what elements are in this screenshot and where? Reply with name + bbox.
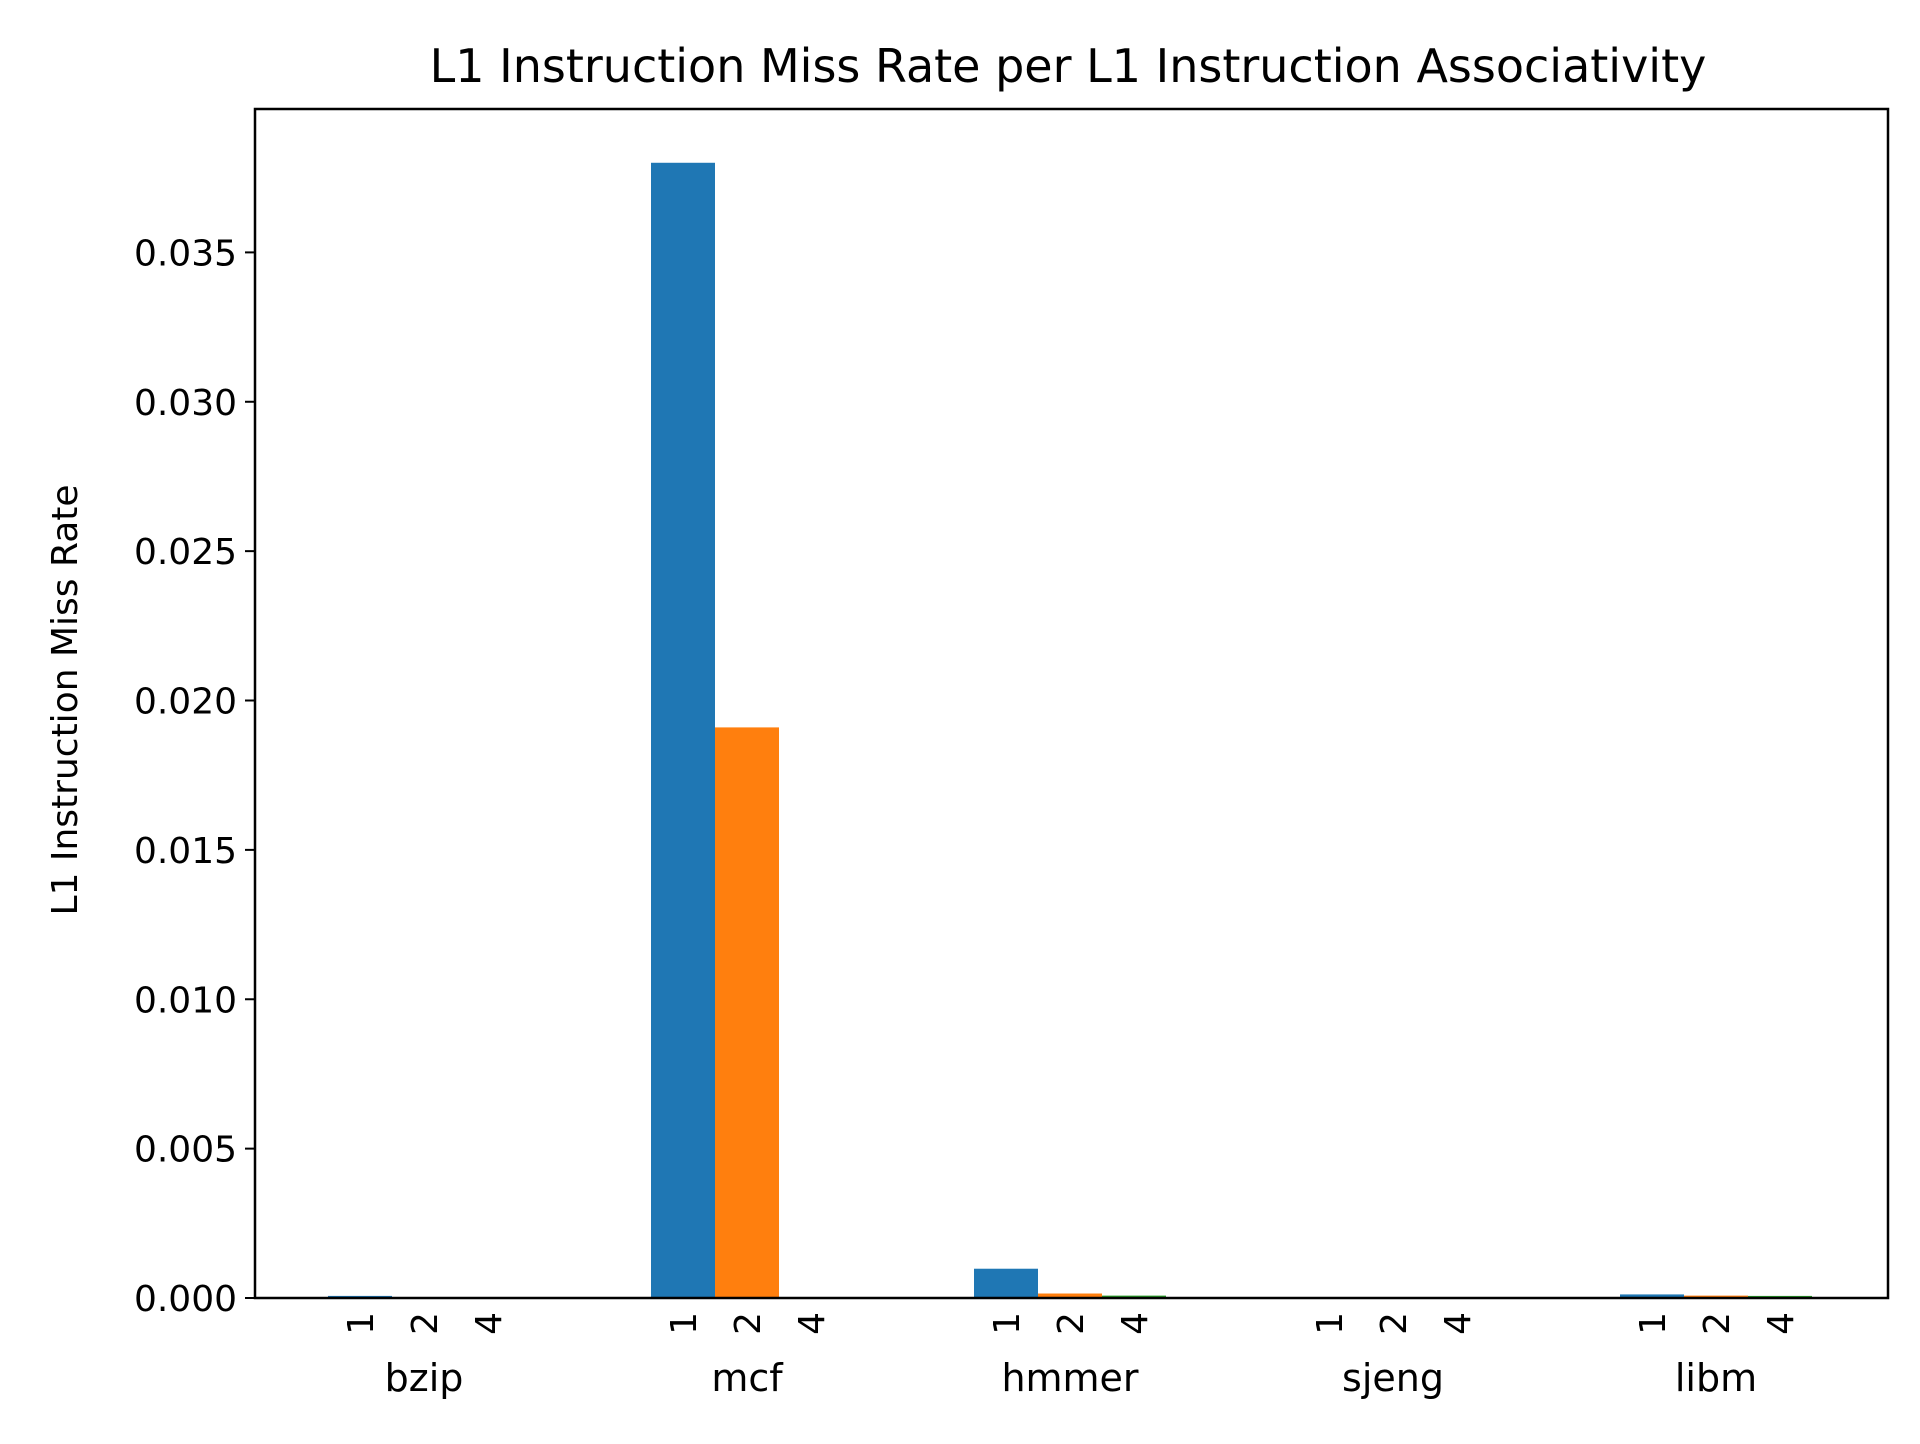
- x-tick-label: 1: [987, 1312, 1028, 1335]
- x-tick-label: 4: [792, 1312, 833, 1335]
- y-axis-label: L1 Instruction Miss Rate: [45, 484, 86, 915]
- plot-area-frame: [253, 107, 1890, 1300]
- bar-mcf-1: [651, 162, 715, 1298]
- category-label: mcf: [711, 1356, 784, 1400]
- x-tick-label: 1: [341, 1312, 382, 1335]
- y-tick-label: 0.005: [134, 1130, 237, 1171]
- category-label: hmmer: [1001, 1356, 1138, 1400]
- x-tick-label: 4: [1438, 1312, 1479, 1335]
- category-label: sjeng: [1342, 1356, 1444, 1400]
- y-tick-label: 0.035: [134, 233, 237, 274]
- x-tick-label: 4: [469, 1312, 510, 1335]
- y-tick-label: 0.015: [134, 831, 237, 872]
- x-tick-label: 2: [1374, 1312, 1415, 1335]
- x-tick-label: 2: [1051, 1312, 1092, 1335]
- x-tick-label: 2: [728, 1312, 769, 1335]
- bar-hmmer-2: [1038, 1293, 1102, 1298]
- category-label: bzip: [385, 1356, 464, 1400]
- y-tick-label: 0.000: [134, 1279, 237, 1320]
- y-tick-label: 0.030: [134, 383, 237, 424]
- bar-libm-1: [1620, 1294, 1684, 1298]
- category-label: libm: [1675, 1356, 1757, 1400]
- bar-hmmer-1: [974, 1268, 1038, 1298]
- y-axis: 0.000 0.005 0.010 0.015 0.020 0.025 0.030 0.035: [134, 233, 255, 1320]
- y-tick-label: 0.010: [134, 980, 237, 1021]
- x-tick-label: 2: [405, 1312, 446, 1335]
- y-tick-label: 0.025: [134, 532, 237, 573]
- x-tick-label: 4: [1761, 1312, 1802, 1335]
- x-tick-label: 1: [1310, 1312, 1351, 1335]
- x-tick-label: 2: [1697, 1312, 1738, 1335]
- bars-layer: [328, 162, 1812, 1298]
- y-tick-label: 0.020: [134, 682, 237, 723]
- x-tick-label: 1: [1633, 1312, 1674, 1335]
- x-tick-label: 4: [1115, 1312, 1156, 1335]
- chart-title: L1 Instruction Miss Rate per L1 Instruct…: [430, 39, 1707, 93]
- bar-mcf-2: [715, 727, 779, 1298]
- x-tick-label: 1: [664, 1312, 705, 1335]
